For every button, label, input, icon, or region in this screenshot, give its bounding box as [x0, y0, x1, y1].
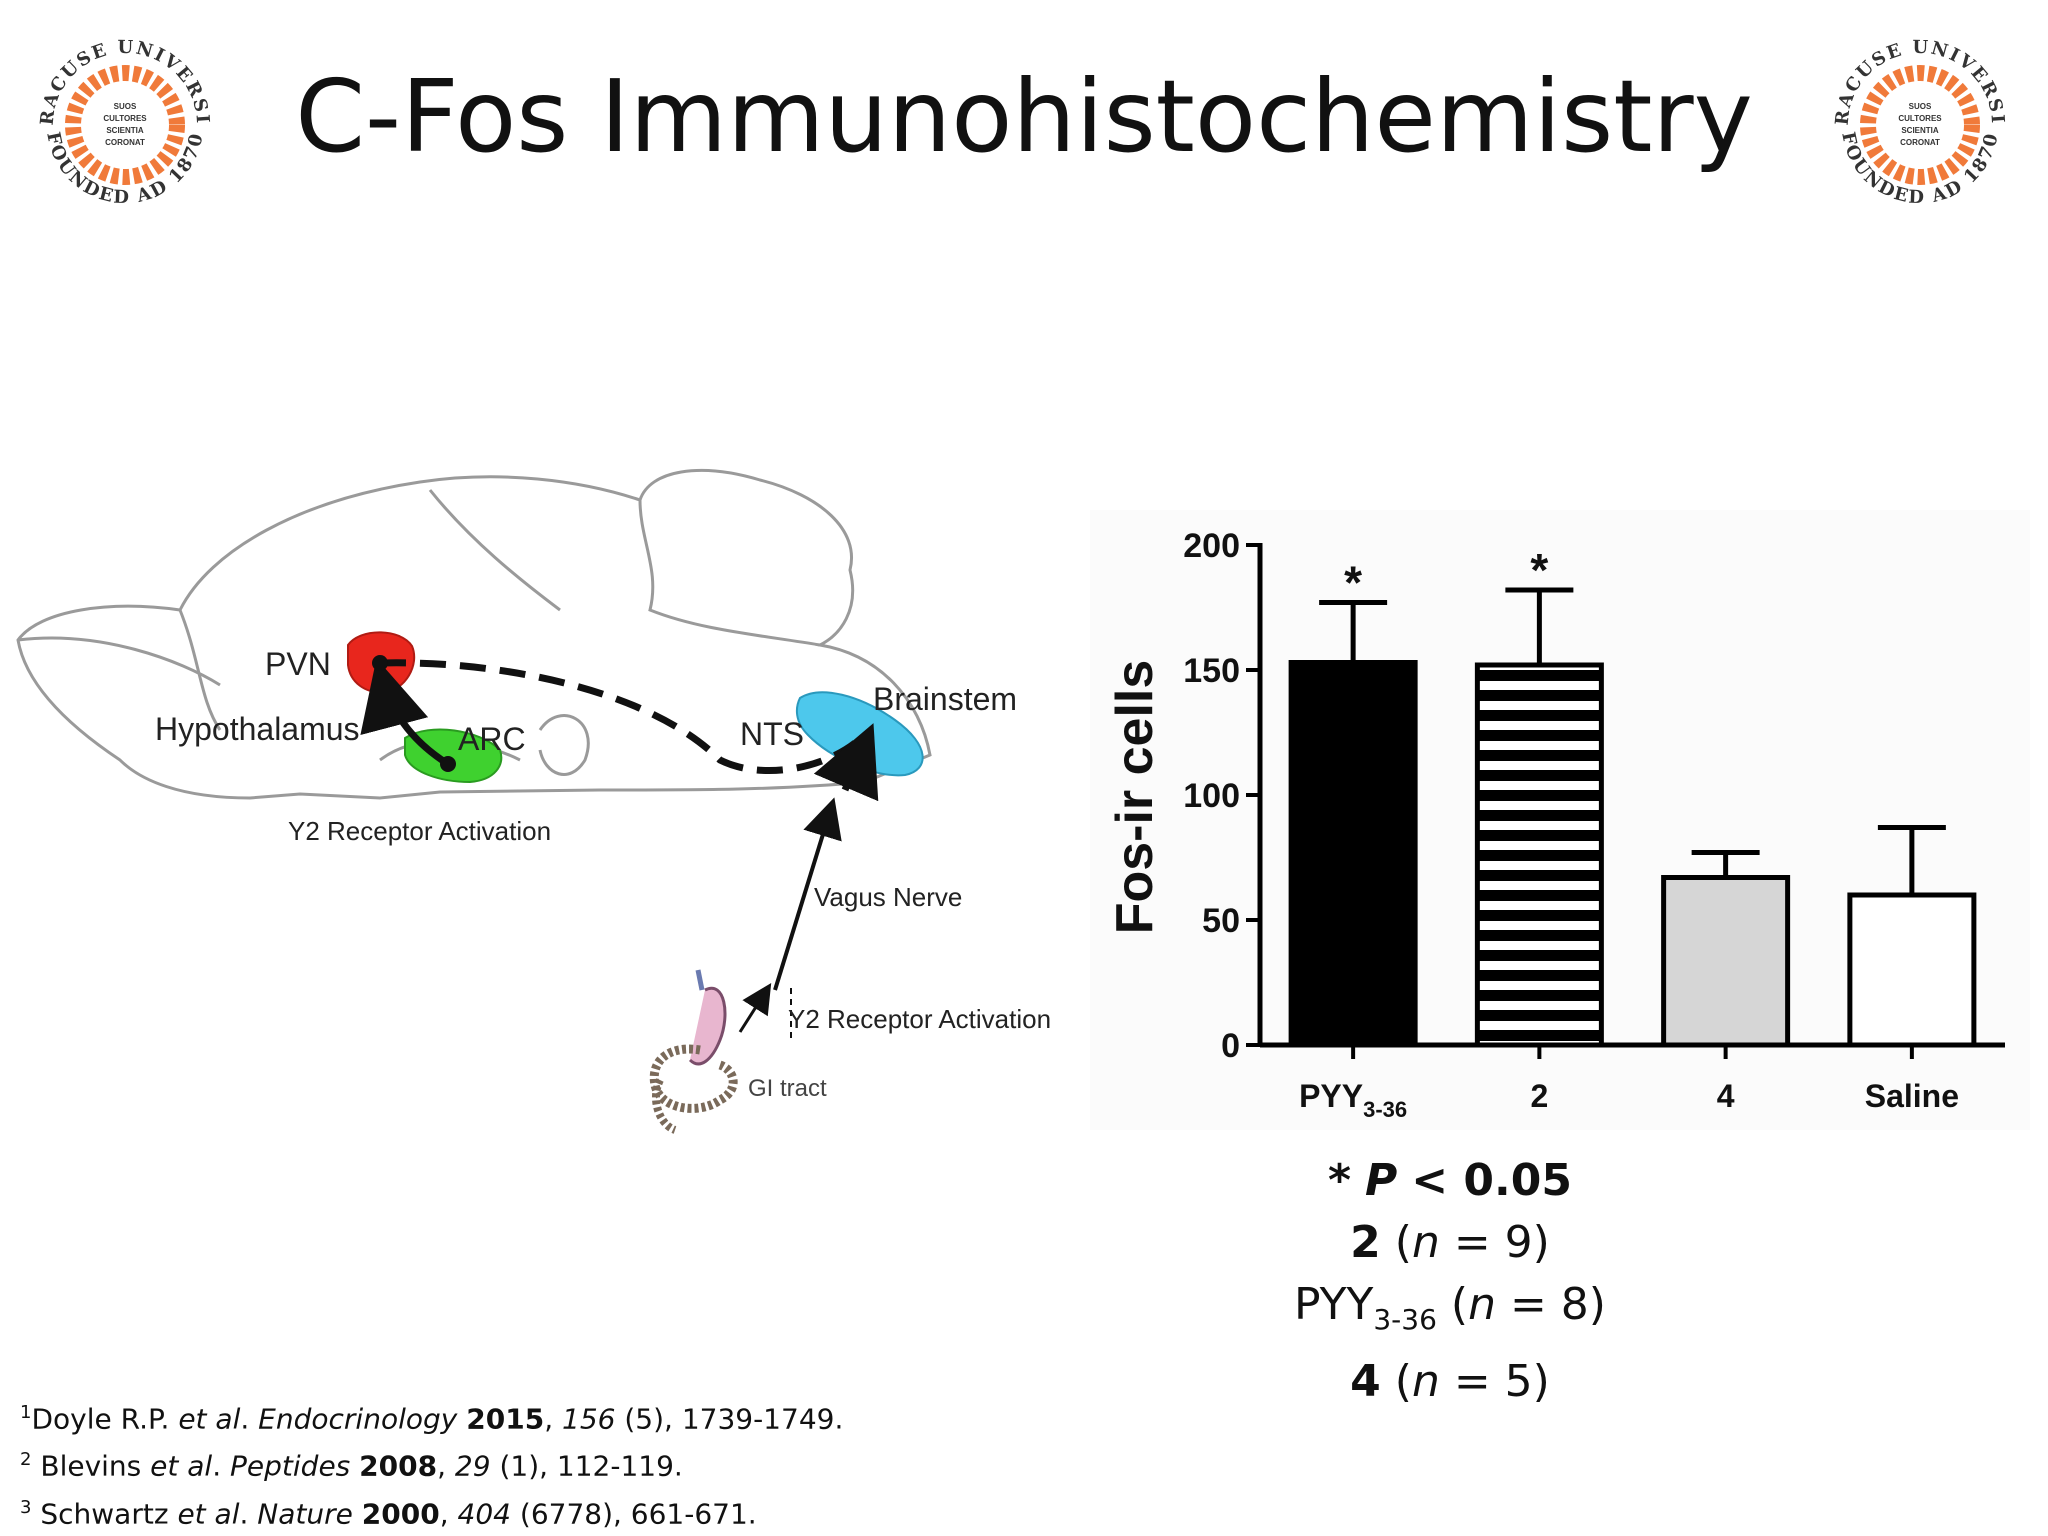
fos-bar-chart: Fos-ir cells 0 50 100 150 200 * PYY3-36 * 2 4 Sali… [1090, 510, 2030, 1130]
bar-3 [1847, 892, 1977, 1048]
reference-item: 1Doyle R.P. et al. Endocrinology 2015, 1… [20, 1402, 844, 1436]
svg-text:NTS: NTS [740, 716, 804, 752]
svg-text:CULTORES: CULTORES [103, 114, 147, 123]
references-list: 1Doyle R.P. et al. Endocrinology 2015, 1… [20, 1392, 843, 1534]
x-tick-label: Saline [1865, 1078, 1959, 1114]
university-seal-right: SYRACUSE UNIVERSITY FOUNDED AD 1870 SUOS… [1820, 25, 2015, 220]
svg-text:Brainstem: Brainstem [873, 681, 1017, 717]
svg-text:SCIENTIA: SCIENTIA [1901, 126, 1939, 135]
y-tick-label: 200 [1183, 527, 1240, 565]
svg-text:Y2 Receptor Activation: Y2 Receptor Activation [788, 1004, 1051, 1034]
x-tick-label: PYY3-36 [1299, 1078, 1407, 1122]
svg-text:CORONAT: CORONAT [105, 138, 145, 147]
reference-item: 2 Blevins et al. Peptides 2008, 29 (1), … [20, 1449, 683, 1483]
svg-text:SCIENTIA: SCIENTIA [106, 126, 144, 135]
x-tick-label: 2 [1530, 1078, 1548, 1114]
x-tick-label: 4 [1717, 1078, 1735, 1114]
svg-text:SUOS: SUOS [1909, 102, 1932, 111]
stats-n-compound-2: 2 (n = 9) [1350, 1217, 1550, 1268]
svg-text:CORONAT: CORONAT [1900, 138, 1940, 147]
slide-title: C-Fos Immunohistochemistry [295, 58, 1753, 175]
brain-outline [16, 469, 932, 800]
bar-0 [1288, 660, 1418, 1048]
reference-item: 3 Schwartz et al. Nature 2000, 404 (6778… [20, 1496, 757, 1530]
svg-text:SUOS: SUOS [114, 102, 137, 111]
bar-2 [1661, 875, 1791, 1048]
y-tick-label: 0 [1221, 1027, 1240, 1065]
svg-text:ARC: ARC [458, 721, 526, 757]
gi-tract-illustration [649, 969, 738, 1134]
svg-text:Hypothalamus: Hypothalamus [155, 711, 360, 747]
stats-block: * P < 0.05 2 (n = 9) PYY3-36 (n = 8) 4 (… [1200, 1150, 1700, 1413]
y-axis-label: Fos-ir cells [1106, 660, 1164, 935]
y-tick-label: 50 [1202, 902, 1240, 940]
stats-significance: * P < 0.05 [1327, 1155, 1572, 1206]
y-tick-label: 100 [1183, 777, 1240, 815]
arc-region [404, 728, 503, 784]
y-tick-label: 150 [1183, 652, 1240, 690]
svg-text:PVN: PVN [265, 646, 331, 682]
university-seal-left: SYRACUSE UNIVERSITY FOUNDED AD 1870 SUOS… [25, 25, 220, 220]
svg-text:CULTORES: CULTORES [1898, 114, 1942, 123]
stats-n-compound-4: 4 (n = 5) [1350, 1355, 1550, 1407]
brain-gut-diagram: PVN Hypothalamus ARC NTS Brainstem Y2 Re… [16, 469, 1051, 1134]
svg-text:Y2 Receptor Activation: Y2 Receptor Activation [288, 816, 551, 846]
bar-1 [1474, 662, 1604, 1048]
stats-n-pyy: PYY3-36 (n = 8) [1294, 1279, 1606, 1336]
svg-text:Vagus Nerve: Vagus Nerve [814, 882, 962, 912]
significance-marker: * [1344, 557, 1362, 609]
significance-marker: * [1530, 544, 1548, 596]
svg-text:GI tract: GI tract [748, 1075, 827, 1102]
